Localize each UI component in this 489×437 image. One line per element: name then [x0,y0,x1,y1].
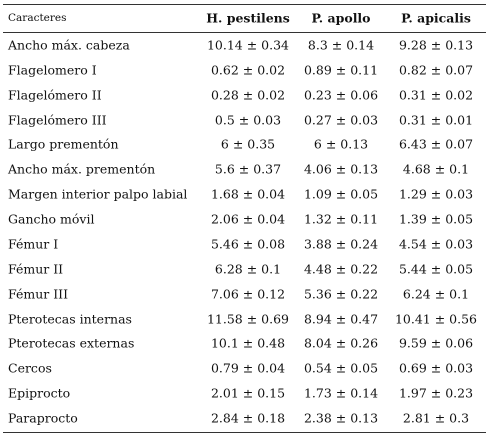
column-header: P. apollo [311,10,371,26]
cell-value: 0.62 ± 0.02 [210,62,286,78]
cell-value: 8.94 ± 0.47 [303,311,379,327]
cell-value: 1.39 ± 0.05 [398,211,474,227]
cell-value: 7.06 ± 0.12 [210,286,286,302]
column-header: Caracteres [8,12,67,24]
column-header: H. pestilens [206,10,290,26]
cell-value: 1.32 ± 0.11 [303,211,379,227]
cell-value: 2.81 ± 0.3 [402,410,470,426]
cell-value: 5.36 ± 0.22 [303,286,379,302]
row-label: Flagelómero III [8,112,107,128]
row-label: Flagelómero II [8,87,102,103]
cell-value: 2.84 ± 0.18 [210,410,286,426]
row-label: Pterotecas internas [8,311,132,327]
row-label: Flagelomero I [8,62,97,78]
row-label: Margen interior palpo labial [8,186,188,202]
cell-value: 6.24 ± 0.1 [402,286,470,302]
row-label: Ancho máx. prementón [8,161,156,177]
row-label: Epiprocto [8,385,71,401]
cell-value: 4.48 ± 0.22 [303,261,379,277]
cell-value: 0.82 ± 0.07 [398,62,474,78]
row-label: Pterotecas externas [8,335,135,351]
cell-value: 0.79 ± 0.04 [210,360,286,376]
cell-value: 2.38 ± 0.13 [303,410,379,426]
cell-value: 5.6 ± 0.37 [214,161,282,177]
cell-value: 5.44 ± 0.05 [398,261,474,277]
cell-value: 10.1 ± 0.48 [210,335,286,351]
cell-value: 1.97 ± 0.23 [398,385,474,401]
row-label: Largo prementón [8,136,119,152]
cell-value: 1.68 ± 0.04 [210,186,286,202]
row-label: Cercos [8,360,52,376]
cell-value: 3.88 ± 0.24 [303,236,379,252]
row-label: Fémur II [8,261,64,277]
cell-value: 0.23 ± 0.06 [303,87,379,103]
cell-value: 0.28 ± 0.02 [210,87,286,103]
row-label: Fémur III [8,286,69,302]
cell-value: 1.09 ± 0.05 [303,186,379,202]
cell-value: 4.68 ± 0.1 [402,161,470,177]
cell-value: 9.59 ± 0.06 [398,335,474,351]
header-rule [3,32,486,33]
row-label: Ancho máx. cabeza [8,37,130,53]
cell-value: 2.06 ± 0.04 [210,211,286,227]
cell-value: 4.06 ± 0.13 [303,161,379,177]
top-rule [3,4,486,5]
cell-value: 8.3 ± 0.14 [307,37,375,53]
cell-value: 0.31 ± 0.01 [398,112,474,128]
cell-value: 8.04 ± 0.26 [303,335,379,351]
row-label: Gancho móvil [8,211,95,227]
row-label: Fémur I [8,236,59,252]
cell-value: 1.73 ± 0.14 [303,385,379,401]
cell-value: 11.58 ± 0.69 [206,311,290,327]
cell-value: 0.5 ± 0.03 [214,112,282,128]
cell-value: 4.54 ± 0.03 [398,236,474,252]
cell-value: 6 ± 0.35 [220,136,276,152]
cell-value: 2.01 ± 0.15 [210,385,286,401]
cell-value: 6.43 ± 0.07 [398,136,474,152]
bottom-rule [3,432,486,433]
cell-value: 0.69 ± 0.03 [398,360,474,376]
cell-value: 6.28 ± 0.1 [214,261,282,277]
cell-value: 9.28 ± 0.13 [398,37,474,53]
cell-value: 0.54 ± 0.05 [303,360,379,376]
cell-value: 0.27 ± 0.03 [303,112,379,128]
cell-value: 1.29 ± 0.03 [398,186,474,202]
cell-value: 10.41 ± 0.56 [394,311,478,327]
cell-value: 0.89 ± 0.11 [303,62,379,78]
column-header: P. apicalis [401,10,471,26]
cell-value: 5.46 ± 0.08 [210,236,286,252]
cell-value: 0.31 ± 0.02 [398,87,474,103]
cell-value: 10.14 ± 0.34 [206,37,290,53]
cell-value: 6 ± 0.13 [313,136,369,152]
row-label: Paraprocto [8,410,78,426]
